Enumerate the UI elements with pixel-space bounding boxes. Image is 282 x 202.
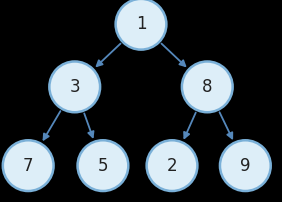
Text: 8: 8	[202, 78, 213, 96]
Ellipse shape	[182, 61, 233, 112]
Ellipse shape	[116, 0, 166, 50]
Text: 2: 2	[167, 157, 177, 175]
Ellipse shape	[78, 140, 128, 191]
Text: 5: 5	[98, 157, 108, 175]
Ellipse shape	[147, 140, 197, 191]
Text: 1: 1	[136, 15, 146, 33]
Text: 9: 9	[240, 157, 251, 175]
Ellipse shape	[3, 140, 54, 191]
Ellipse shape	[220, 140, 271, 191]
Text: 7: 7	[23, 157, 34, 175]
Text: 3: 3	[69, 78, 80, 96]
Ellipse shape	[49, 61, 100, 112]
